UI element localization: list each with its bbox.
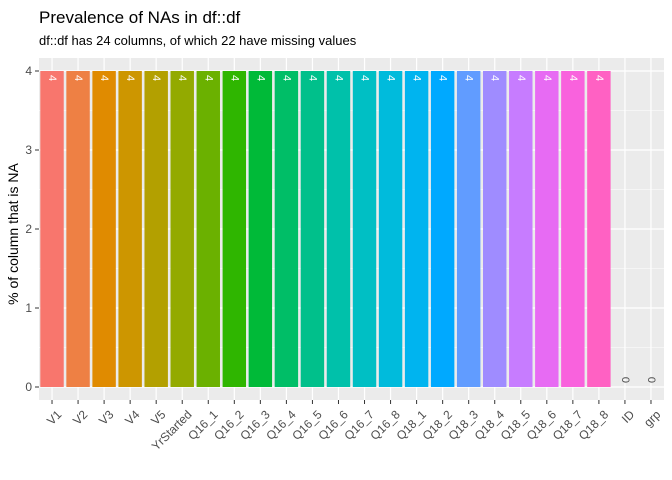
data-label: 4 xyxy=(176,75,188,81)
bar-q18-3 xyxy=(456,71,481,387)
minor-gridlines xyxy=(39,110,664,348)
y-tick-label: 0 xyxy=(25,380,32,394)
data-label: 4 xyxy=(567,75,579,81)
x-tick-label: V1 xyxy=(44,407,65,428)
bar-v1 xyxy=(40,71,64,387)
data-label: 0 xyxy=(619,377,631,383)
data-label: 4 xyxy=(359,75,371,81)
bar-q16-7 xyxy=(352,71,377,387)
y-tick-label: 4 xyxy=(25,64,32,78)
x-tick-label: V4 xyxy=(122,407,143,428)
x-tick-label: Q18_8 xyxy=(576,407,612,443)
x-axis: V1 V2 V3 V4 V5YrStartedQ16_1Q16_2Q16_3Q16_4Q… xyxy=(44,400,664,453)
y-tick-label: 3 xyxy=(25,143,32,157)
data-label: 4 xyxy=(593,75,605,81)
x-tick-label: V2 xyxy=(70,407,91,428)
bar-q16-5 xyxy=(300,71,325,387)
bar-q18-7 xyxy=(561,71,585,387)
bar-q18-6 xyxy=(535,71,559,387)
bar-q16-8 xyxy=(378,71,403,387)
bars xyxy=(40,71,611,387)
data-label: 4 xyxy=(437,75,449,81)
bar-q18-2 xyxy=(430,71,455,387)
data-label: 4 xyxy=(46,75,58,81)
bar-q16-2 xyxy=(222,71,247,387)
bar-v4 xyxy=(118,71,142,387)
data-label: 4 xyxy=(489,75,501,81)
bar-q18-1 xyxy=(404,71,429,387)
bar-q18-5 xyxy=(509,71,533,387)
x-tick-label: ID xyxy=(619,407,638,426)
y-axis: 0 1 2 3 4 xyxy=(25,64,39,394)
data-label: 4 xyxy=(306,75,318,81)
bar-yrstarted xyxy=(170,71,194,387)
data-label: 4 xyxy=(254,75,266,81)
data-label: 0 xyxy=(645,377,657,383)
chart-title: Prevalence of NAs in df::df xyxy=(39,8,241,27)
bar-v3 xyxy=(92,71,116,387)
bar-v5 xyxy=(144,71,168,387)
bar-q16-4 xyxy=(274,71,299,387)
data-label: 4 xyxy=(332,75,344,81)
data-label: 4 xyxy=(124,75,136,81)
data-label: 4 xyxy=(411,75,423,81)
data-labels: 4 4 4 4 4 4 4 4 4 4 4 4 4 4 4 4 4 4 4 4 4 4 0 0 xyxy=(46,75,657,383)
data-label: 4 xyxy=(541,75,553,81)
bar-q16-3 xyxy=(248,71,273,387)
bar-q16-1 xyxy=(196,71,220,387)
data-label: 4 xyxy=(228,75,240,81)
data-label: 4 xyxy=(202,75,214,81)
data-label: 4 xyxy=(280,75,292,81)
x-tick-label: V3 xyxy=(96,407,117,428)
data-label: 4 xyxy=(72,75,84,81)
y-tick-label: 1 xyxy=(25,301,32,315)
x-tick-label: grp xyxy=(641,407,663,429)
data-label: 4 xyxy=(385,75,397,81)
bar-v2 xyxy=(66,71,90,387)
data-label: 4 xyxy=(98,75,110,81)
data-label: 4 xyxy=(150,75,162,81)
data-label: 4 xyxy=(463,75,475,81)
chart-subtitle: df::df has 24 columns, of which 22 have … xyxy=(39,33,357,48)
bar-q16-6 xyxy=(326,71,351,387)
y-axis-title: % of column that is NA xyxy=(5,163,21,305)
bar-q18-4 xyxy=(483,71,507,387)
bar-q18-8 xyxy=(587,71,611,387)
x-tick-label: V5 xyxy=(148,407,169,428)
data-label: 4 xyxy=(515,75,527,81)
y-tick-label: 2 xyxy=(25,222,32,236)
